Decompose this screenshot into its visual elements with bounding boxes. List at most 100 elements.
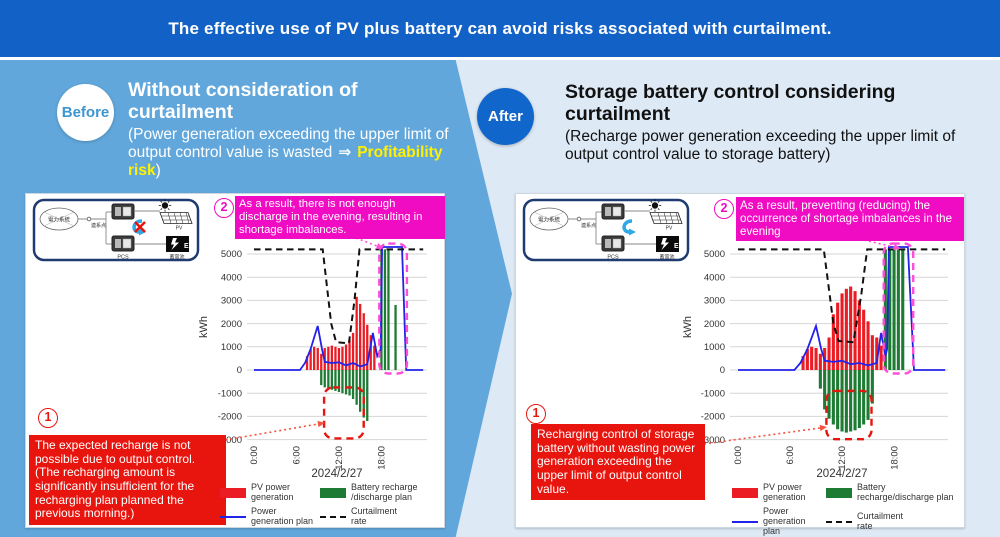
before-header: Without consideration of curtailment (Po… xyxy=(128,79,466,180)
connection-point-label: 連系点 xyxy=(581,222,596,229)
annotation-arrow xyxy=(863,239,895,248)
implies-arrow-icon: ⇒ xyxy=(338,143,352,161)
legend-label: PV power generation xyxy=(251,482,294,502)
y-tick-label: -1000 xyxy=(218,388,242,399)
curtailment-line xyxy=(738,248,946,344)
recharge-arrow-icon xyxy=(629,228,636,236)
plan-line xyxy=(254,246,424,371)
banner-title: The effective use of PV plus battery can… xyxy=(168,18,832,38)
pv-label: PV xyxy=(666,226,673,232)
legend-item: Battery recharge/discharge plan xyxy=(320,482,444,502)
before-subtitle: (Power generation exceeding the upper li… xyxy=(128,126,466,180)
legend-swatch xyxy=(220,487,246,498)
after-badge: After xyxy=(477,88,534,145)
date-label: 2024/2/27 xyxy=(816,468,867,480)
highlight-recharge-shortfall xyxy=(322,386,365,440)
highlight-recharge-control xyxy=(825,389,873,441)
date-label: 2024/2/27 xyxy=(311,468,362,480)
before-chart-legend: PV power generation Battery recharge/disch… xyxy=(220,482,444,527)
profitability-risk-label: Profitability risk xyxy=(128,143,443,179)
storage-battery-label: 蓄電池 xyxy=(169,254,184,261)
bars-battery xyxy=(320,249,397,421)
arrowhead-icon xyxy=(819,424,827,432)
legend-label: Curtailment rate xyxy=(857,511,904,532)
bars-pv xyxy=(305,296,376,370)
after-evening-note: As a result, preventing (reducing) the o… xyxy=(736,197,964,241)
before-note2-number: 2 xyxy=(214,198,234,218)
y-axis-label: kWh xyxy=(198,316,210,338)
y-tick-label: 1000 xyxy=(704,342,725,353)
connection-point-label: 連系点 xyxy=(91,222,106,229)
pv-label: PV xyxy=(176,226,183,232)
pcs-label: PCS xyxy=(607,255,619,261)
after-chart: -3000 -2000 -1000 0 1000 2000 3000 4000 5000 kWh 0… xyxy=(682,239,948,480)
curtailment-line xyxy=(254,248,424,345)
y-tick-label: 3000 xyxy=(704,296,725,307)
after-subtitle: (Recharge power generation exceeding the… xyxy=(565,127,956,163)
legend-item: Power generation plan xyxy=(732,507,822,536)
power-grid-label: 電力系統 xyxy=(538,216,561,224)
x-tick-label: 12:00 xyxy=(334,446,345,470)
arrowhead-icon xyxy=(893,243,901,251)
highlight-evening-discharge xyxy=(378,242,409,375)
legend-item: PV power generation xyxy=(220,482,316,502)
after-chart-card: -3000 -2000 -1000 0 1000 2000 3000 4000 5000 kWh 0… xyxy=(515,193,965,536)
before-badge: Before xyxy=(57,84,114,141)
legend-swatch xyxy=(320,487,346,498)
battery-e-label: E xyxy=(184,243,189,250)
legend-label: Power generation plan xyxy=(251,506,314,527)
storage-battery-label: 蓄電池 xyxy=(659,254,674,261)
legend-item: Battery recharge/discharge plan xyxy=(826,482,964,502)
legend-label: PV power generation xyxy=(763,482,806,502)
y-tick-label: 4000 xyxy=(221,272,242,283)
annotation-arrow xyxy=(224,423,319,441)
y-tick-label: 0 xyxy=(237,365,242,376)
before-evening-note: As a result, there is not enough dischar… xyxy=(235,196,445,239)
y-tick-label: -2000 xyxy=(218,412,242,423)
x-tick-label: 6:00 xyxy=(785,446,796,465)
y-tick-label: 2000 xyxy=(704,319,725,330)
x-tick-label: 0:00 xyxy=(249,446,260,465)
legend-label: Battery recharge/discharge plan xyxy=(351,482,418,502)
highlight-evening-discharge xyxy=(882,242,915,375)
after-note2-digit: 2 xyxy=(720,201,728,215)
legend-swatch xyxy=(220,516,246,519)
y-tick-label: -3000 xyxy=(218,435,242,446)
sun-icon xyxy=(161,202,169,209)
after-chart-legend: PV power generation Battery recharge/discha… xyxy=(732,482,964,537)
legend-swatch xyxy=(826,521,852,524)
x-tick-label: 18:00 xyxy=(889,446,900,470)
y-axis-label: kWh xyxy=(682,316,694,338)
before-note2-digit: 2 xyxy=(220,200,228,214)
solar-panel-icon xyxy=(649,212,683,224)
legend-swatch xyxy=(826,487,852,498)
after-title: Storage battery control considering curt… xyxy=(565,81,896,125)
arrowhead-icon xyxy=(317,420,325,428)
legend-label: Curtailment rate xyxy=(351,506,398,527)
legend-label: Power generation plan xyxy=(763,506,806,536)
sun-icon xyxy=(651,202,659,209)
y-tick-label: 4000 xyxy=(704,272,725,283)
legend-swatch xyxy=(732,487,758,498)
before-chart-card: -3000 -2000 -1000 0 1000 2000 3000 4000 5000 kWh 0… xyxy=(25,193,445,528)
legend-item: PV power generation xyxy=(732,482,822,502)
before-title: Without consideration of curtailment xyxy=(128,79,358,123)
recharge-arrow-icon xyxy=(139,228,146,236)
x-tick-label: 18:00 xyxy=(377,446,388,470)
before-subtitle-close: ) xyxy=(155,161,161,179)
y-tick-label: -1000 xyxy=(701,388,725,399)
before-note1-number: 1 xyxy=(38,408,58,428)
legend-item: Curtailment rate xyxy=(320,506,444,527)
legend-item: Power generation plan xyxy=(220,506,316,527)
y-tick-label: 1000 xyxy=(221,342,242,353)
arrowhead-icon xyxy=(375,243,384,249)
before-subtitle-text: (Power generation exceeding the upper li… xyxy=(128,125,449,161)
y-tick-label: 5000 xyxy=(221,249,242,260)
y-tick-label: 3000 xyxy=(221,296,242,307)
solar-panel-icon xyxy=(159,212,193,224)
power-grid-label: 電力系統 xyxy=(48,216,71,224)
before-note1-digit: 1 xyxy=(44,410,52,424)
